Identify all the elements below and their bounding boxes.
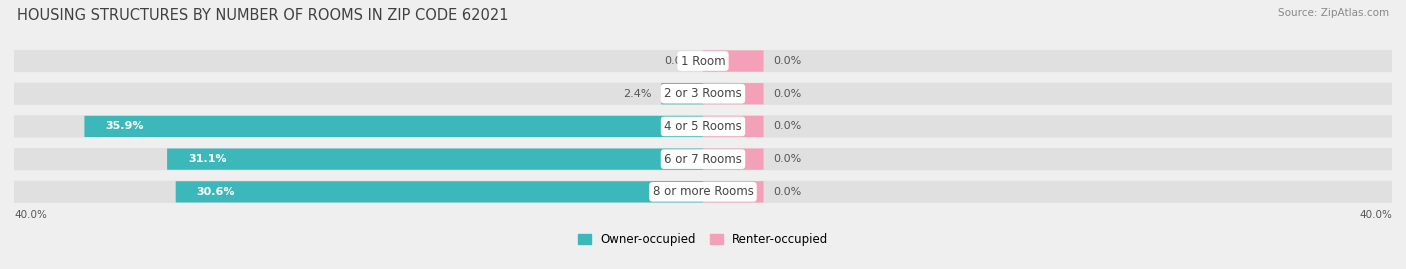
Text: 0.0%: 0.0% [773, 154, 801, 164]
Text: 40.0%: 40.0% [1360, 210, 1392, 220]
FancyBboxPatch shape [176, 181, 703, 203]
Text: 0.0%: 0.0% [773, 56, 801, 66]
FancyBboxPatch shape [703, 148, 763, 170]
Legend: Owner-occupied, Renter-occupied: Owner-occupied, Renter-occupied [572, 228, 834, 251]
Text: 2.4%: 2.4% [623, 89, 651, 99]
FancyBboxPatch shape [703, 116, 763, 137]
FancyBboxPatch shape [14, 148, 1392, 170]
Text: 6 or 7 Rooms: 6 or 7 Rooms [664, 153, 742, 166]
Text: 8 or more Rooms: 8 or more Rooms [652, 185, 754, 198]
Text: 1 Room: 1 Room [681, 55, 725, 68]
Text: 35.9%: 35.9% [105, 121, 143, 132]
FancyBboxPatch shape [703, 83, 763, 104]
FancyBboxPatch shape [14, 181, 1392, 203]
FancyBboxPatch shape [14, 115, 1392, 137]
Text: 0.0%: 0.0% [773, 89, 801, 99]
Text: 31.1%: 31.1% [188, 154, 226, 164]
Text: 0.0%: 0.0% [665, 56, 693, 66]
Text: 0.0%: 0.0% [773, 187, 801, 197]
Text: 4 or 5 Rooms: 4 or 5 Rooms [664, 120, 742, 133]
Text: HOUSING STRUCTURES BY NUMBER OF ROOMS IN ZIP CODE 62021: HOUSING STRUCTURES BY NUMBER OF ROOMS IN… [17, 8, 509, 23]
FancyBboxPatch shape [661, 83, 703, 104]
FancyBboxPatch shape [703, 181, 763, 203]
FancyBboxPatch shape [84, 116, 703, 137]
Text: 30.6%: 30.6% [197, 187, 235, 197]
FancyBboxPatch shape [167, 148, 703, 170]
Text: 0.0%: 0.0% [773, 121, 801, 132]
Text: 2 or 3 Rooms: 2 or 3 Rooms [664, 87, 742, 100]
FancyBboxPatch shape [14, 83, 1392, 105]
Text: 40.0%: 40.0% [14, 210, 46, 220]
FancyBboxPatch shape [703, 50, 763, 72]
FancyBboxPatch shape [14, 50, 1392, 72]
Text: Source: ZipAtlas.com: Source: ZipAtlas.com [1278, 8, 1389, 18]
